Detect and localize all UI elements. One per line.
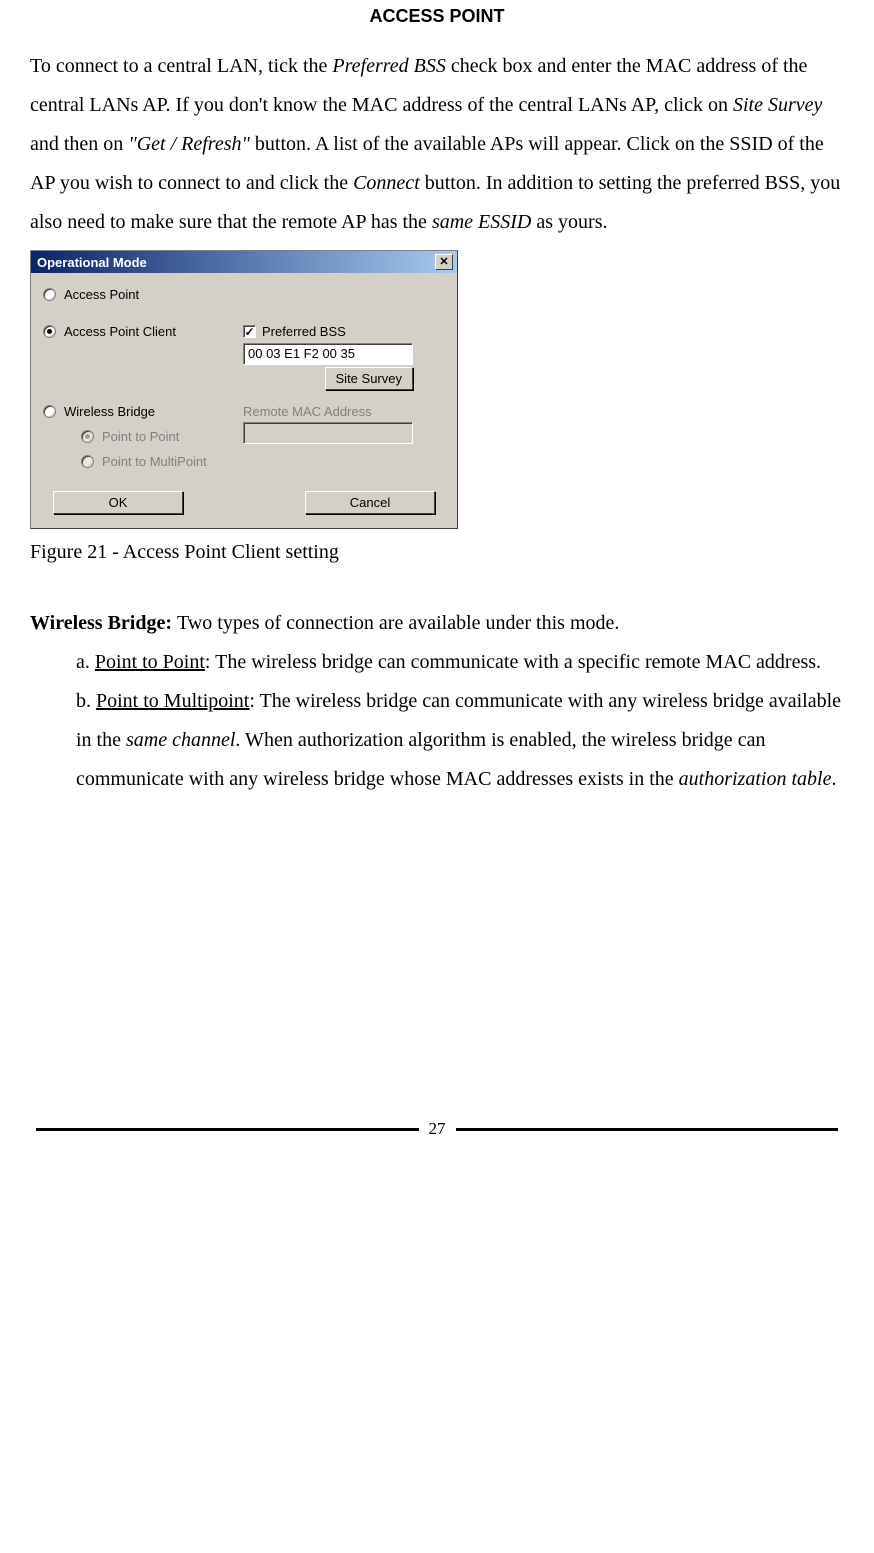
term-preferred-bss: Preferred BSS — [332, 55, 446, 77]
term-same-essid: same ESSID — [432, 211, 531, 233]
text: . — [831, 768, 836, 790]
page-number: 27 — [429, 1119, 446, 1139]
dialog-body: Access Point Access Point Client ✓ Prefe… — [31, 273, 457, 528]
intro-paragraph: To connect to a central LAN, tick the Pr… — [30, 47, 844, 242]
option-access-point-client-row: Access Point Client ✓ Preferred BSS 00 0… — [43, 324, 445, 386]
option-point-to-point[interactable]: Point to Point — [81, 429, 243, 444]
term-get-refresh: "Get / Refresh" — [128, 133, 250, 155]
operational-mode-dialog: Operational Mode ✕ Access Point Access P… — [30, 250, 458, 529]
radio-icon[interactable] — [81, 455, 94, 468]
site-survey-button[interactable]: Site Survey — [325, 367, 413, 390]
subitem-b-title: Point to Multipoint — [96, 690, 249, 712]
apc-sub-panel: ✓ Preferred BSS 00 03 E1 F2 00 35 Site S… — [243, 324, 413, 386]
option-point-to-multipoint-label: Point to MultiPoint — [102, 454, 207, 469]
option-point-to-multipoint[interactable]: Point to MultiPoint — [81, 454, 243, 469]
option-access-point-label: Access Point — [64, 287, 139, 302]
preferred-bss-row[interactable]: ✓ Preferred BSS — [243, 324, 413, 339]
footer-rule-left — [36, 1128, 419, 1131]
section-lead: Two types of connection are available un… — [177, 612, 619, 634]
text: a. — [76, 651, 95, 673]
remote-mac-input — [243, 422, 413, 444]
radio-icon[interactable] — [43, 325, 56, 338]
radio-icon[interactable] — [43, 288, 56, 301]
preferred-bss-label: Preferred BSS — [262, 324, 346, 339]
term-site-survey: Site Survey — [733, 94, 822, 116]
option-point-to-point-label: Point to Point — [102, 429, 179, 444]
preferred-bss-checkbox[interactable]: ✓ — [243, 325, 256, 338]
dialog-title: Operational Mode — [37, 255, 147, 270]
ok-button[interactable]: OK — [53, 491, 183, 514]
term-connect: Connect — [353, 172, 420, 194]
option-access-point-row[interactable]: Access Point — [43, 287, 445, 302]
subitem-a: a. Point to Point: The wireless bridge c… — [30, 643, 844, 682]
wireless-bridge-left: Wireless Bridge Point to Point Point to … — [43, 404, 243, 469]
cancel-button[interactable]: Cancel — [305, 491, 435, 514]
term-authorization-table: authorization table — [679, 768, 832, 790]
option-access-point-client-label: Access Point Client — [64, 324, 176, 339]
text: as yours. — [531, 211, 607, 233]
remote-mac-label: Remote MAC Address — [243, 404, 413, 419]
term-same-channel: same channel — [126, 729, 235, 751]
remote-mac-panel: Remote MAC Address — [243, 404, 413, 444]
dialog-titlebar: Operational Mode ✕ — [31, 251, 457, 273]
footer-rule-right — [456, 1128, 839, 1131]
section-heading: Wireless Bridge: — [30, 612, 177, 634]
text: and then on — [30, 133, 128, 155]
radio-icon[interactable] — [43, 405, 56, 418]
text: : The wireless bridge can communicate wi… — [205, 651, 821, 673]
option-wireless-bridge-label: Wireless Bridge — [64, 404, 155, 419]
figure-caption: Figure 21 - Access Point Client setting — [30, 541, 844, 564]
wireless-bridge-section: Wireless Bridge: Two types of connection… — [30, 604, 844, 643]
subitem-b: b. Point to Multipoint: The wireless bri… — [30, 682, 844, 799]
dialog-button-row: OK Cancel — [43, 491, 445, 514]
option-wireless-bridge-group: Wireless Bridge Point to Point Point to … — [43, 404, 445, 469]
close-button[interactable]: ✕ — [435, 254, 453, 270]
radio-icon[interactable] — [81, 430, 94, 443]
document-header: ACCESS POINT — [30, 0, 844, 47]
page-footer: 27 — [30, 1119, 844, 1139]
text: To connect to a central LAN, tick the — [30, 55, 332, 77]
mac-address-input[interactable]: 00 03 E1 F2 00 35 — [243, 343, 413, 365]
subitem-a-title: Point to Point — [95, 651, 205, 673]
option-wireless-bridge[interactable]: Wireless Bridge — [43, 404, 243, 419]
option-access-point-client[interactable]: Access Point Client — [43, 324, 243, 339]
text: b. — [76, 690, 96, 712]
